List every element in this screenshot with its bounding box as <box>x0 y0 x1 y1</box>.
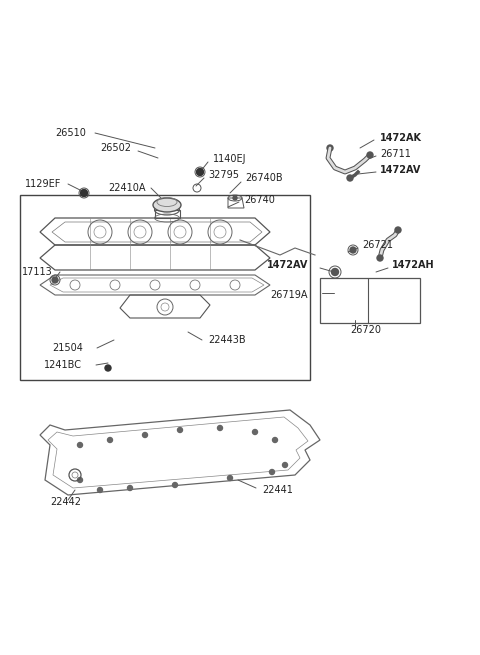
Text: 17113: 17113 <box>22 267 53 277</box>
Text: 1129EF: 1129EF <box>25 179 61 189</box>
Text: 22410A: 22410A <box>108 183 145 193</box>
Text: 21504: 21504 <box>52 343 83 353</box>
Circle shape <box>283 462 288 468</box>
Text: 26510: 26510 <box>55 128 86 138</box>
Circle shape <box>217 426 223 430</box>
Text: 22443B: 22443B <box>208 335 246 345</box>
Circle shape <box>77 477 83 483</box>
Circle shape <box>228 476 232 481</box>
Circle shape <box>77 443 83 447</box>
Text: 26720: 26720 <box>350 325 381 335</box>
Circle shape <box>350 247 356 253</box>
Text: 26502: 26502 <box>100 143 131 153</box>
Circle shape <box>327 145 333 151</box>
Circle shape <box>269 470 275 474</box>
Circle shape <box>128 485 132 491</box>
Circle shape <box>97 487 103 493</box>
Text: 26719A: 26719A <box>271 290 308 300</box>
Text: 26740B: 26740B <box>245 173 283 183</box>
Circle shape <box>367 152 373 158</box>
Circle shape <box>196 168 204 176</box>
Text: 1472AV: 1472AV <box>266 260 308 270</box>
Text: 22442: 22442 <box>50 497 81 507</box>
Text: 1472AK: 1472AK <box>380 133 422 143</box>
Circle shape <box>332 269 338 276</box>
Text: 26721: 26721 <box>362 240 393 250</box>
Circle shape <box>81 189 87 196</box>
Circle shape <box>178 428 182 432</box>
Text: 26740: 26740 <box>244 195 275 205</box>
Text: 22441: 22441 <box>262 485 293 495</box>
Circle shape <box>233 196 237 200</box>
Ellipse shape <box>153 198 181 212</box>
Bar <box>20 195 310 380</box>
Circle shape <box>395 227 401 233</box>
Text: 26711: 26711 <box>380 149 411 159</box>
Bar <box>320 278 420 323</box>
Text: 1472AH: 1472AH <box>392 260 434 270</box>
Text: 1241BC: 1241BC <box>44 360 82 370</box>
Circle shape <box>172 483 178 487</box>
Circle shape <box>108 438 112 443</box>
Text: 1472AV: 1472AV <box>380 165 421 175</box>
Circle shape <box>52 277 58 283</box>
Circle shape <box>347 175 353 181</box>
Text: 32795: 32795 <box>208 170 239 180</box>
Text: 1140EJ: 1140EJ <box>213 154 247 164</box>
Circle shape <box>252 430 257 434</box>
Circle shape <box>143 432 147 438</box>
Circle shape <box>105 365 111 371</box>
Circle shape <box>273 438 277 443</box>
Circle shape <box>377 255 383 261</box>
